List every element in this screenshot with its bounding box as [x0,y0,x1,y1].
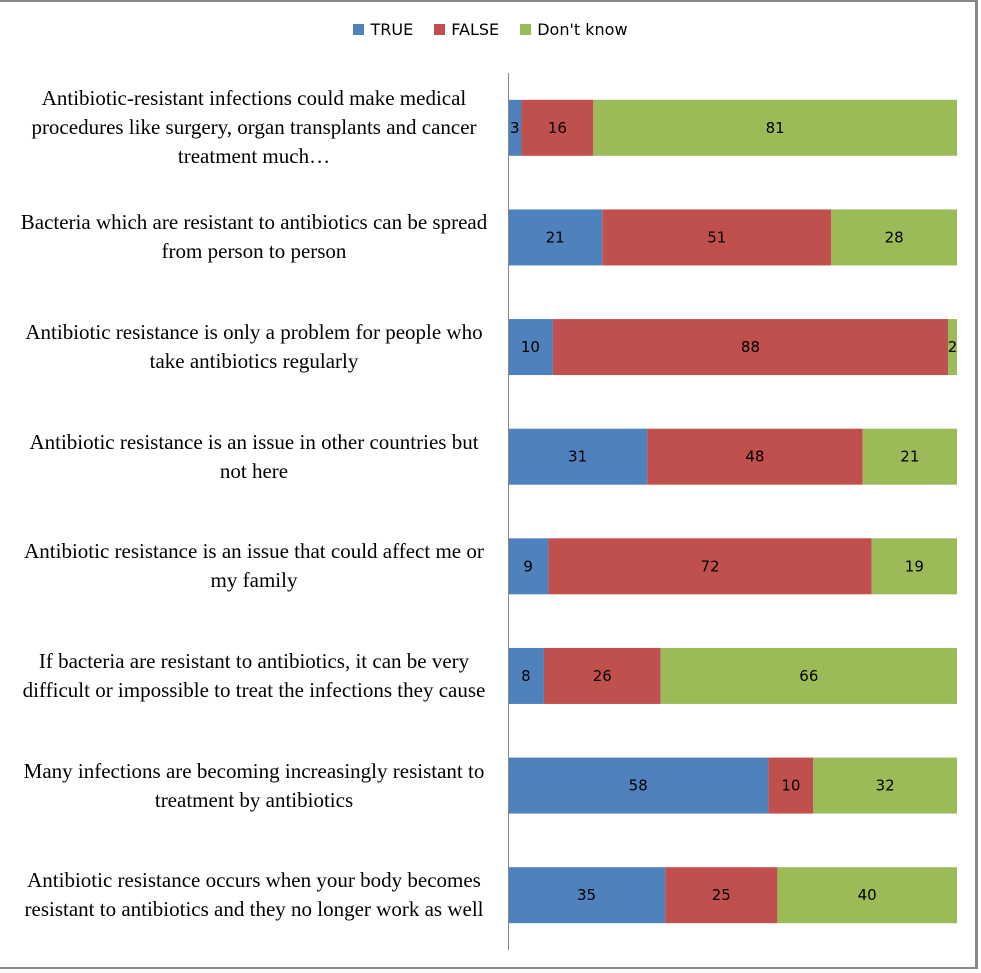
bar-true [508,209,603,266]
bar-false [602,209,832,266]
legend-item-false: FALSE [434,20,499,39]
bar-dont-know [871,538,957,595]
bar-dont-know [862,428,957,485]
category-label: Many infections are becoming increasingl… [23,758,485,812]
legend-item-true: TRUE [353,20,413,39]
category-label: Antibiotic resistance is an issue in oth… [29,429,479,483]
legend-swatch-dont-know [520,24,532,35]
category-label: Antibiotic resistance is only a problem … [25,320,483,374]
data-label-dont-know: 21 [900,448,919,466]
legend-swatch-false [434,24,446,35]
bar-true [508,99,522,156]
data-label-dont-know: 2 [948,338,958,356]
legend-label-dont-know: Don't know [537,20,628,39]
legend-label-true: TRUE [370,20,414,39]
category-label: Bacteria which are resistant to antibiot… [20,210,488,264]
bar-true [508,319,553,376]
bar-false [665,867,778,924]
data-label-true: 3 [510,119,520,137]
bar-false [647,428,863,485]
bar-false [768,757,814,814]
data-label-false: 10 [781,777,800,795]
data-label-false: 88 [741,338,760,356]
data-label-true: 21 [546,228,565,246]
legend-item-dont-know: Don't know [520,20,628,39]
category-label: Antibiotic-resistant infections could ma… [31,86,477,169]
bar-dont-know [660,647,957,704]
bar-dont-know [948,319,957,376]
bar-dont-know [593,99,957,156]
data-label-dont-know: 28 [885,228,904,246]
data-label-false: 72 [701,557,720,575]
data-label-true: 58 [629,777,648,795]
data-label-dont-know: 81 [766,119,785,137]
legend: TRUE FALSE Don't know [0,20,981,39]
data-label-false: 25 [712,886,731,904]
data-label-true: 10 [521,338,540,356]
data-label-dont-know: 32 [876,777,895,795]
data-label-false: 48 [745,448,764,466]
category-label: If bacteria are resistant to antibiotics… [22,648,486,702]
data-label-false: 16 [548,119,567,137]
data-label-dont-know: 40 [858,886,877,904]
category-label: Antibiotic resistance occurs when your b… [24,868,484,922]
bar-dont-know [813,757,957,814]
bar-true [508,867,666,924]
bar-false [543,647,661,704]
data-label-false: 26 [593,667,612,685]
data-label-false: 51 [707,228,726,246]
data-label-true: 8 [521,667,531,685]
legend-swatch-true [353,24,365,35]
category-label: Antibiotic resistance is an issue that c… [24,539,484,593]
legend-label-false: FALSE [451,20,500,39]
bar-true [508,538,549,595]
data-label-dont-know: 19 [905,557,924,575]
bar-false [548,538,872,595]
bar-dont-know [831,209,957,266]
bar-true [508,428,648,485]
bar-true [508,757,769,814]
data-label-true: 9 [523,557,533,575]
data-label-true: 31 [568,448,587,466]
bar-false [521,99,594,156]
bar-false [552,319,949,376]
data-label-true: 35 [577,886,596,904]
data-label-dont-know: 66 [799,667,818,685]
bar-dont-know [777,867,957,924]
bar-true [508,647,544,704]
